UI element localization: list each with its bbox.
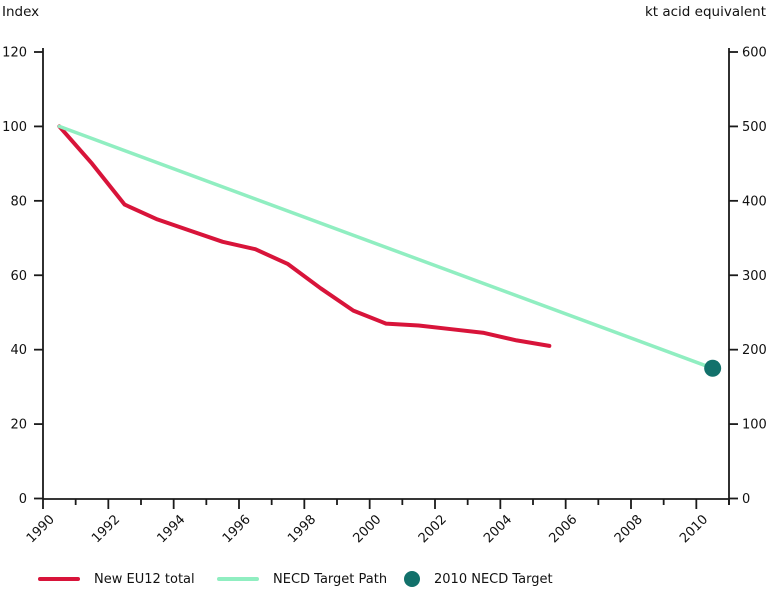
right-axis-tick-label: 500 [742,120,767,135]
legend-label: NECD Target Path [273,571,388,587]
right-axis-tick-label: 300 [742,269,767,284]
right-axis-title: kt acid equivalent [644,4,766,20]
legend-item-necd-target-path: NECD Target Path [217,565,387,593]
x-axis-year-label: 2002 [416,512,450,546]
x-axis-year-label: 1996 [220,512,254,546]
right-axis-tick-label: 200 [742,343,767,358]
left-axis-tick-label: 80 [10,194,27,209]
teal-dot-sample-icon [404,571,420,587]
x-axis-year-label: 1994 [154,512,188,546]
left-axis-tick-label: 100 [2,120,27,135]
new-eu12-total-line [57,124,552,348]
legend-label: New EU12 total [94,571,195,587]
right-axis-tick-label: 100 [742,418,767,433]
right-axis-tick-label: 0 [742,492,750,507]
red-line-sample-icon [38,577,80,581]
legend-item-new-eu12-total: New EU12 total [38,565,195,593]
left-axis-tick-label: 20 [10,418,27,433]
x-axis-year-label: 2004 [481,512,515,546]
x-axis-year-label: 2010 [677,512,711,546]
x-axis-year-label: 1990 [24,512,58,546]
left-axis-tick-label: 120 [2,46,27,61]
legend: New EU12 total NECD Target Path 2010 NEC… [0,565,768,593]
right-axis-tick-label: 400 [742,194,767,209]
x-axis-year-label: 1992 [89,512,123,546]
x-axis-year-label: 2006 [546,512,580,546]
x-axis-year-label: 2008 [612,512,646,546]
2010-necd-target-dot [704,359,722,377]
plot-area: 0 20 40 60 80 100 120 0 100 200 300 400 500 600 1990 19… [2,46,767,547]
left-axis-title: Index [2,4,40,20]
green-line-sample-icon [217,577,259,581]
left-axis-tick-label: 60 [10,269,27,284]
left-axis-tick-label: 40 [10,343,27,358]
necd-target-path-line [57,124,715,371]
x-axis-year-label: 1998 [285,512,319,546]
right-axis-tick-label: 600 [742,46,767,61]
legend-item-2010-necd-target: 2010 NECD Target [404,565,553,593]
x-axis-year-label: 2000 [350,512,384,546]
left-axis-tick-label: 0 [19,492,27,507]
legend-label: 2010 NECD Target [434,571,553,587]
